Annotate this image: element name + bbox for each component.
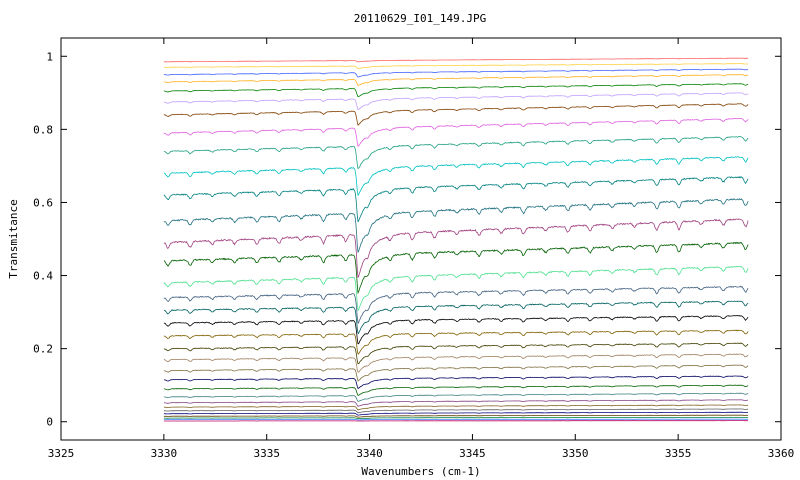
spectrum-series-line — [163, 136, 749, 170]
spectrum-series-line — [163, 399, 749, 407]
spectrum-series-line — [163, 384, 749, 396]
x-tick-label: 3345 — [459, 447, 486, 460]
spectrum-series-line — [163, 342, 749, 365]
spectrum-series-line — [163, 68, 749, 78]
spectrum-series-line — [163, 83, 749, 97]
x-axis: 3325 3330 3335 3340 3345 3350 3355 3360 — [48, 38, 795, 460]
spectrum-series-line — [163, 198, 749, 254]
chart-title: 20110629_I01_149.JPG — [354, 12, 486, 25]
y-axis: 0 0.2 0.4 0.6 0.8 1 — [33, 50, 781, 429]
x-tick-label: 3335 — [253, 447, 280, 460]
spectrum-series-line — [163, 92, 749, 110]
plot-frame — [60, 37, 782, 441]
spectrum-series-line — [163, 63, 749, 69]
spectrum-series-line — [163, 285, 749, 324]
spectrum-series-line — [163, 375, 749, 389]
spectrum-series-line — [163, 300, 749, 335]
spectrum-series-line — [163, 176, 749, 223]
spectrum-series-line — [163, 103, 749, 126]
spectrum-series-line — [163, 57, 749, 63]
spectrum-series-line — [163, 156, 749, 196]
spectrum-series-line — [163, 241, 749, 295]
spectrum-series-line — [163, 329, 749, 355]
spectrum-series-line — [163, 353, 749, 373]
y-axis-label: Transmitance — [7, 199, 20, 278]
spectrum-series-line — [163, 404, 749, 411]
x-tick-label: 3360 — [768, 447, 795, 460]
x-axis-label: Wavenumbers (cm-1) — [361, 465, 480, 478]
y-tick-label: 0.4 — [33, 270, 53, 283]
y-tick-label: 0 — [46, 416, 53, 429]
spectrum-series-line — [163, 416, 749, 420]
spectrum-series-line — [163, 392, 749, 402]
spectrum-series-line — [163, 364, 749, 382]
spectrum-series-line — [163, 265, 749, 312]
x-tick-label: 3340 — [356, 447, 383, 460]
spectrum-series-line — [163, 414, 749, 418]
y-tick-label: 0.6 — [33, 196, 53, 209]
spectrum-series-line — [163, 117, 749, 147]
spectrum-series-line — [163, 218, 749, 278]
spectrum-series-line — [163, 411, 749, 416]
y-tick-label: 0.8 — [33, 123, 53, 136]
y-tick-label: 1 — [46, 50, 53, 63]
x-tick-label: 3355 — [665, 447, 692, 460]
spectrum-series-line — [163, 408, 749, 414]
spectrum-series-line — [163, 315, 749, 345]
x-tick-label: 3350 — [562, 447, 589, 460]
x-tick-label: 3325 — [48, 447, 75, 460]
y-tick-label: 0.2 — [33, 343, 53, 356]
spectrum-series-line — [163, 74, 749, 86]
spectrum-series-line — [163, 418, 749, 421]
x-tick-label: 3330 — [151, 447, 178, 460]
series-layer — [163, 57, 749, 422]
